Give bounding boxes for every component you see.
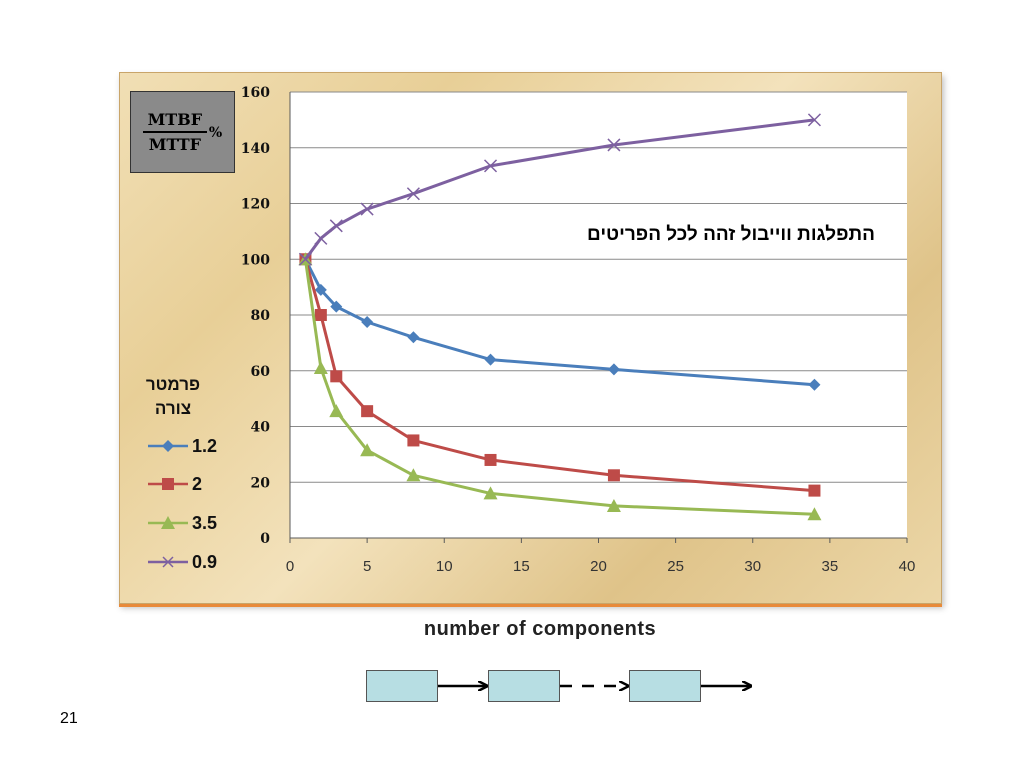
chart-annotation: התפלגות ווייבול זהה לכל הפריטים	[587, 224, 875, 245]
series-lines	[298, 113, 822, 521]
component-block-2	[488, 670, 560, 702]
data-point	[330, 300, 343, 313]
x-tick-label: 35	[822, 558, 839, 575]
data-point	[606, 498, 621, 512]
legend-item-3-5: 3.5	[146, 508, 217, 538]
legend-marker-square	[148, 478, 188, 490]
y-tick-label: 60	[251, 364, 271, 380]
data-point	[329, 219, 343, 233]
y-tick-label: 100	[241, 252, 270, 268]
data-point	[607, 469, 620, 482]
component-block-1	[366, 670, 438, 702]
data-point	[314, 283, 327, 296]
data-point	[483, 486, 498, 500]
legend-label: 2	[192, 473, 203, 494]
series-0-9	[298, 113, 821, 266]
y-tick-label: 0	[260, 531, 270, 547]
y-tick-label: 40	[251, 420, 271, 436]
x-tick-label: 25	[667, 558, 684, 575]
data-point	[314, 309, 327, 321]
y-tick-label: 20	[251, 475, 271, 491]
legend-marker-diamond	[148, 440, 188, 452]
y-axis-label-top: MTBF	[147, 110, 203, 129]
data-point	[360, 443, 375, 457]
data-point	[360, 202, 374, 216]
x-tick-label: 0	[286, 558, 294, 575]
grid-lines	[289, 91, 908, 543]
data-point	[484, 453, 497, 466]
data-point	[298, 252, 312, 266]
legend-label: 1.2	[192, 435, 218, 456]
legend-marker-triangle	[148, 516, 188, 529]
legend-item-2: 2	[146, 469, 202, 499]
series-line	[303, 258, 815, 493]
data-point	[484, 353, 497, 366]
data-point	[808, 378, 821, 391]
legend-marker-x	[148, 556, 188, 568]
page-number: 21	[60, 710, 78, 727]
y-axis-label-box: MTBF MTTF %	[130, 91, 235, 173]
data-point	[330, 370, 343, 383]
legend-label: 3.5	[192, 512, 218, 533]
data-point	[607, 363, 620, 376]
data-point	[807, 113, 821, 127]
legend-item-0-9: 0.9	[146, 547, 217, 577]
data-point	[807, 507, 822, 521]
x-tick-label: 10	[436, 558, 453, 575]
data-point	[329, 404, 344, 418]
data-point	[406, 468, 421, 482]
data-point	[313, 360, 328, 374]
y-axis-label-bottom: MTTF	[148, 135, 201, 154]
data-point	[607, 138, 621, 152]
series-3-5	[298, 252, 822, 521]
legend-label: 0.9	[192, 551, 218, 572]
data-point	[406, 187, 420, 201]
y-tick-label: 80	[251, 308, 271, 324]
y-tick-label: 160	[241, 85, 270, 101]
fraction-bar	[142, 131, 207, 133]
x-axis-label: number of components	[423, 618, 657, 640]
data-point	[808, 484, 821, 497]
x-tick-label: 40	[899, 558, 916, 575]
legend-title: פרמטר צורה	[145, 375, 201, 418]
x-tick-labels: 0 5 10 15 20 25 30 35 40	[286, 558, 916, 575]
data-point	[407, 434, 420, 447]
y-tick-label: 120	[241, 197, 270, 213]
mtbf-mttf-fraction: MTBF MTTF	[142, 110, 207, 154]
series-1-2	[299, 253, 821, 391]
data-point	[407, 331, 420, 344]
y-tick-label: 140	[241, 141, 270, 157]
x-tick-label: 5	[363, 558, 371, 575]
data-point	[361, 405, 374, 418]
component-block-n	[629, 670, 701, 702]
x-tick-label: 30	[744, 558, 761, 575]
legend-item-1-2: 1.2	[146, 431, 217, 461]
data-point	[483, 159, 498, 173]
x-tick-label: 20	[590, 558, 607, 575]
y-axis-unit: %	[208, 125, 223, 141]
y-tick-labels: 0 20 40 60 80 100 120 140 160	[241, 85, 270, 547]
data-point	[361, 315, 374, 328]
series-line	[303, 259, 815, 516]
data-point	[314, 231, 328, 245]
x-tick-label: 15	[513, 558, 530, 575]
